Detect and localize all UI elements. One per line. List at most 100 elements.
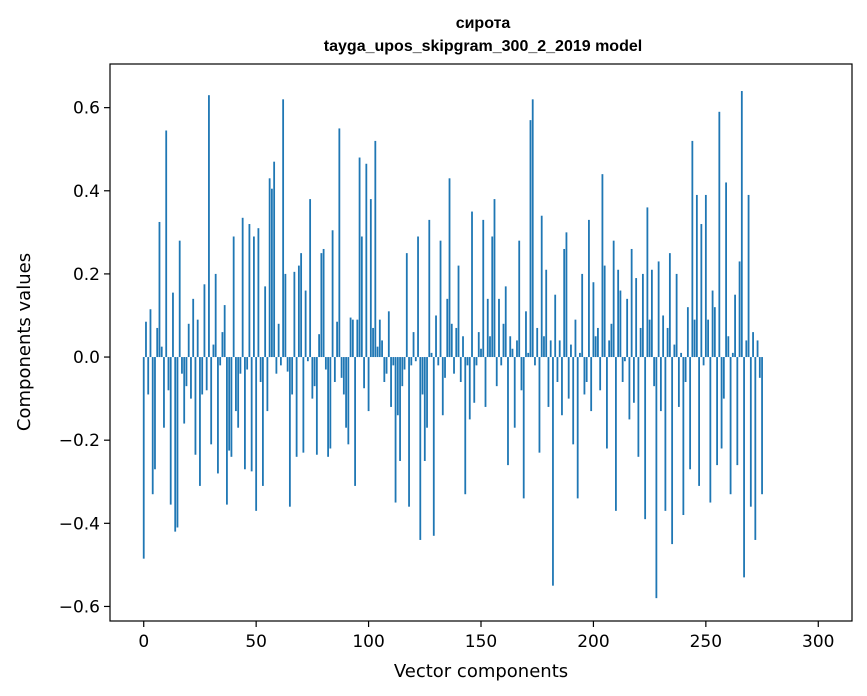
bar xyxy=(471,211,473,358)
bar xyxy=(331,230,334,358)
y-tick-label: 0.2 xyxy=(73,265,100,285)
bar xyxy=(291,357,294,395)
bar xyxy=(731,352,734,358)
bar xyxy=(534,357,536,366)
bar xyxy=(405,253,408,358)
bar xyxy=(518,240,521,358)
bar xyxy=(657,261,660,358)
bar xyxy=(698,357,700,486)
bar xyxy=(747,194,750,358)
bar xyxy=(315,357,318,455)
bar xyxy=(408,357,410,507)
bar xyxy=(149,309,152,358)
bar xyxy=(498,298,500,358)
bar xyxy=(338,128,341,358)
bar xyxy=(437,357,440,366)
bar xyxy=(176,357,179,528)
bar xyxy=(309,199,312,358)
bar xyxy=(446,298,449,358)
bar xyxy=(181,357,183,374)
bar xyxy=(255,357,258,511)
y-axis: −0.6 −0.4 −0.2 0.0 0.2 0.4 0.6 xyxy=(59,99,110,617)
bar xyxy=(399,357,401,461)
bar xyxy=(561,357,563,416)
bar xyxy=(444,357,446,378)
bar xyxy=(248,224,251,358)
bar xyxy=(491,236,494,358)
bar xyxy=(662,315,665,358)
bar xyxy=(221,332,224,358)
bar xyxy=(659,357,662,412)
bar xyxy=(556,357,559,382)
bar xyxy=(151,357,154,495)
bar xyxy=(527,352,530,358)
bar xyxy=(601,174,604,358)
bar xyxy=(749,357,752,507)
bar xyxy=(509,336,512,358)
bar xyxy=(367,357,370,412)
bar xyxy=(356,319,359,358)
bar xyxy=(686,307,689,358)
bar xyxy=(617,269,620,358)
bar xyxy=(583,357,586,395)
bar xyxy=(457,265,460,358)
bar xyxy=(318,334,321,358)
y-tick-label: −0.4 xyxy=(59,514,100,534)
bar xyxy=(677,357,680,407)
bar xyxy=(439,240,442,358)
bar xyxy=(158,221,161,358)
bar xyxy=(581,273,584,358)
bar xyxy=(372,327,374,358)
bar xyxy=(340,357,343,378)
bar xyxy=(300,253,303,358)
bar xyxy=(610,323,613,358)
bar xyxy=(507,357,509,466)
bar xyxy=(540,215,543,358)
bar xyxy=(246,357,249,370)
bar xyxy=(547,357,550,407)
bar xyxy=(383,357,386,382)
bar xyxy=(167,357,170,391)
bar xyxy=(554,294,557,358)
bar xyxy=(239,357,242,374)
y-tick-label: −0.2 xyxy=(59,431,100,451)
bar xyxy=(196,319,199,358)
bar xyxy=(232,236,235,358)
bar xyxy=(253,236,255,358)
bar xyxy=(633,357,635,403)
bar xyxy=(333,357,336,382)
bar xyxy=(664,357,667,511)
bar xyxy=(165,130,168,358)
bar xyxy=(702,357,705,366)
bar xyxy=(603,265,606,358)
bar xyxy=(288,357,291,507)
bar xyxy=(277,323,280,358)
x-tick-label: 150 xyxy=(465,632,497,652)
bar xyxy=(468,357,471,420)
bar xyxy=(713,307,716,358)
bar xyxy=(172,292,174,358)
bar xyxy=(394,357,397,503)
bar xyxy=(210,357,213,445)
bar xyxy=(585,357,588,382)
x-axis-label: Vector components xyxy=(394,661,568,682)
bar xyxy=(147,357,150,395)
bar xyxy=(671,357,674,545)
bar xyxy=(725,182,727,358)
bar xyxy=(187,323,190,358)
bar xyxy=(410,357,413,366)
bar xyxy=(257,228,260,358)
bar xyxy=(250,357,253,472)
bar xyxy=(626,298,629,358)
bar xyxy=(223,305,226,358)
x-tick-label: 250 xyxy=(690,632,722,652)
bar xyxy=(219,357,222,366)
bar xyxy=(351,319,354,358)
bar xyxy=(718,111,721,358)
bar xyxy=(549,340,552,358)
bar xyxy=(709,357,712,503)
bar xyxy=(567,357,570,399)
bar xyxy=(192,298,195,358)
